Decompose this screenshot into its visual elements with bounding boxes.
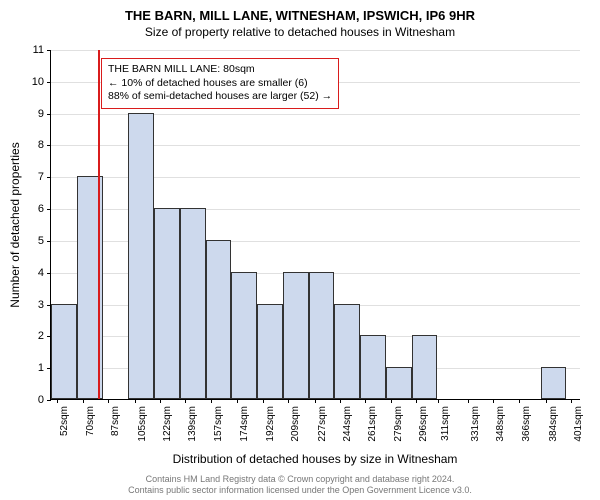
chart-title: THE BARN, MILL LANE, WITNESHAM, IPSWICH,… (0, 0, 600, 23)
histogram-bar (180, 208, 206, 399)
xtick-mark (493, 399, 494, 403)
chart-footer: Contains HM Land Registry data © Crown c… (0, 474, 600, 496)
gridline (51, 50, 580, 51)
x-axis-title: Distribution of detached houses by size … (50, 452, 580, 466)
xtick-mark (340, 399, 341, 403)
ytick-label: 9 (14, 108, 44, 120)
xtick-mark (160, 399, 161, 403)
xtick-label: 52sqm (59, 406, 70, 436)
annotation-box: THE BARN MILL LANE: 80sqm← 10% of detach… (101, 58, 339, 109)
xtick-label: 261sqm (367, 406, 378, 442)
histogram-bar (334, 304, 360, 399)
xtick-label: 174sqm (239, 406, 250, 442)
plot-area: THE BARN MILL LANE: 80sqm← 10% of detach… (50, 50, 580, 400)
histogram-bar (360, 335, 386, 399)
ytick-mark (47, 177, 51, 178)
xtick-label: 157sqm (213, 406, 224, 442)
xtick-label: 105sqm (137, 406, 148, 442)
xtick-mark (571, 399, 572, 403)
footer-line-1: Contains HM Land Registry data © Crown c… (0, 474, 600, 485)
y-axis-title: Number of detached properties (8, 50, 22, 400)
ytick-label: 1 (14, 362, 44, 374)
xtick-mark (468, 399, 469, 403)
xtick-label: 139sqm (187, 406, 198, 442)
ytick-mark (47, 400, 51, 401)
ytick-label: 8 (14, 139, 44, 151)
xtick-label: 366sqm (521, 406, 532, 442)
ytick-label: 10 (14, 76, 44, 88)
marker-line (98, 50, 100, 399)
xtick-mark (108, 399, 109, 403)
ytick-label: 11 (14, 44, 44, 56)
xtick-label: 70sqm (85, 406, 96, 436)
xtick-mark (546, 399, 547, 403)
xtick-mark (438, 399, 439, 403)
ytick-label: 5 (14, 235, 44, 247)
xtick-label: 311sqm (440, 406, 451, 441)
xtick-mark (288, 399, 289, 403)
histogram-bar (412, 335, 438, 399)
chart-subtitle: Size of property relative to detached ho… (0, 23, 600, 39)
xtick-label: 192sqm (265, 406, 276, 442)
xtick-label: 279sqm (393, 406, 404, 442)
histogram-bar (309, 272, 335, 399)
xtick-label: 384sqm (548, 406, 559, 442)
histogram-bar (154, 208, 180, 399)
plot-wrap: THE BARN MILL LANE: 80sqm← 10% of detach… (50, 50, 580, 400)
xtick-label: 296sqm (418, 406, 429, 442)
xtick-mark (365, 399, 366, 403)
histogram-bar (51, 304, 77, 399)
xtick-label: 401sqm (573, 406, 584, 442)
ytick-mark (47, 273, 51, 274)
ytick-label: 7 (14, 171, 44, 183)
ytick-mark (47, 50, 51, 51)
xtick-mark (519, 399, 520, 403)
xtick-label: 227sqm (317, 406, 328, 442)
xtick-mark (211, 399, 212, 403)
ytick-mark (47, 145, 51, 146)
histogram-bar (257, 304, 283, 399)
histogram-bar (386, 367, 412, 399)
histogram-bar (283, 272, 309, 399)
ytick-label: 6 (14, 203, 44, 215)
histogram-bar (541, 367, 567, 399)
ytick-label: 2 (14, 330, 44, 342)
xtick-mark (391, 399, 392, 403)
xtick-label: 209sqm (290, 406, 301, 442)
ytick-label: 0 (14, 394, 44, 406)
xtick-mark (83, 399, 84, 403)
ytick-mark (47, 114, 51, 115)
xtick-mark (315, 399, 316, 403)
histogram-bar (128, 113, 154, 399)
xtick-label: 331sqm (470, 406, 481, 442)
xtick-label: 244sqm (342, 406, 353, 442)
xtick-mark (416, 399, 417, 403)
ytick-mark (47, 209, 51, 210)
xtick-label: 348sqm (495, 406, 506, 442)
histogram-bar (231, 272, 257, 399)
xtick-mark (135, 399, 136, 403)
xtick-mark (237, 399, 238, 403)
xtick-mark (263, 399, 264, 403)
ytick-mark (47, 82, 51, 83)
annotation-line: ← 10% of detached houses are smaller (6) (108, 77, 332, 91)
histogram-bar (206, 240, 232, 399)
ytick-label: 4 (14, 267, 44, 279)
xtick-mark (185, 399, 186, 403)
chart-container: THE BARN, MILL LANE, WITNESHAM, IPSWICH,… (0, 0, 600, 500)
footer-line-2: Contains public sector information licen… (0, 485, 600, 496)
xtick-label: 87sqm (110, 406, 121, 436)
xtick-mark (57, 399, 58, 403)
annotation-line: 88% of semi-detached houses are larger (… (108, 90, 332, 104)
ytick-label: 3 (14, 299, 44, 311)
ytick-mark (47, 241, 51, 242)
xtick-label: 122sqm (162, 406, 173, 442)
annotation-line: THE BARN MILL LANE: 80sqm (108, 63, 332, 77)
